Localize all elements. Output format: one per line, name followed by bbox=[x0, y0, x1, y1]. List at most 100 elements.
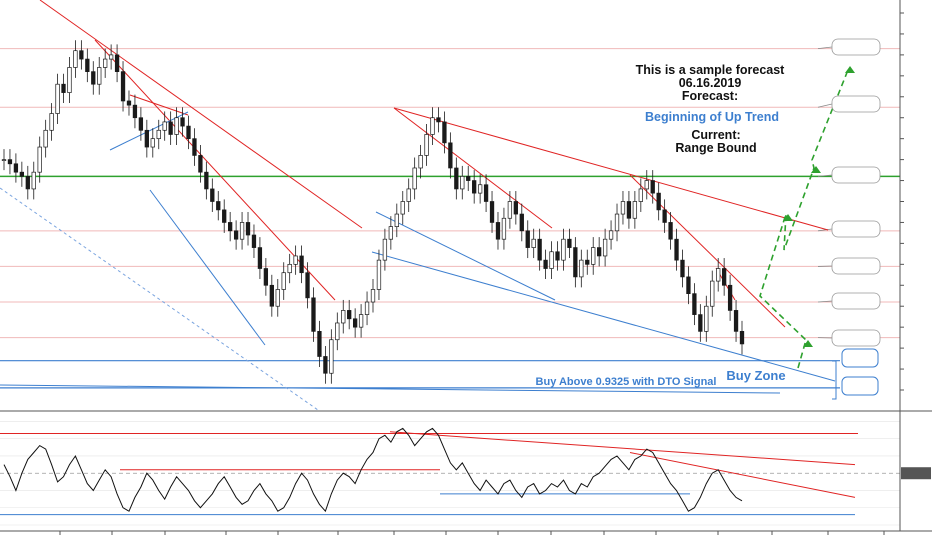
candle-body bbox=[544, 260, 548, 268]
candle-body bbox=[514, 202, 518, 215]
candle-body bbox=[449, 143, 453, 168]
candle-body bbox=[115, 55, 119, 72]
candle-body bbox=[371, 289, 375, 302]
candle-body bbox=[687, 277, 691, 294]
candle-body bbox=[276, 289, 280, 306]
candle-body bbox=[294, 256, 298, 264]
osc-mid-badge bbox=[901, 467, 931, 479]
candle-body bbox=[306, 273, 310, 298]
candle-body bbox=[538, 239, 542, 260]
candle-body bbox=[716, 269, 720, 282]
candle-body bbox=[288, 264, 292, 272]
forecast-heading: Forecast: bbox=[682, 89, 738, 103]
candle-body bbox=[365, 302, 369, 315]
candle-body bbox=[103, 59, 107, 67]
candle-body bbox=[657, 193, 661, 210]
red-trend-line bbox=[95, 40, 335, 300]
osc-red-trend bbox=[390, 432, 855, 465]
candle-body bbox=[633, 202, 637, 219]
candle-body bbox=[621, 202, 625, 215]
current-text: Range Bound bbox=[675, 141, 756, 155]
candle-body bbox=[324, 356, 328, 373]
candle-body bbox=[300, 256, 304, 273]
forecast-box: This is a sample forecast 06.16.2019 For… bbox=[636, 63, 786, 155]
candle-body bbox=[264, 269, 268, 286]
candle-body bbox=[455, 168, 459, 189]
candle-body bbox=[74, 51, 78, 68]
trend-lines bbox=[0, 0, 855, 410]
candle-body bbox=[228, 222, 232, 230]
buy-label-box bbox=[842, 377, 878, 395]
candle-body bbox=[532, 239, 536, 247]
candle-body bbox=[585, 260, 589, 264]
candle-body bbox=[383, 239, 387, 260]
candle-body bbox=[478, 185, 482, 193]
candle-body bbox=[419, 155, 423, 168]
candle-body bbox=[472, 181, 476, 194]
tp-label-box bbox=[832, 167, 880, 183]
candle-body bbox=[121, 72, 125, 101]
candle-body bbox=[407, 189, 411, 202]
candle-body bbox=[699, 315, 703, 332]
candle-body bbox=[175, 118, 179, 135]
candle-body bbox=[139, 118, 143, 131]
candle-body bbox=[347, 310, 351, 318]
candle-body bbox=[639, 189, 643, 202]
candle-body bbox=[526, 231, 530, 248]
candle-body bbox=[615, 214, 619, 231]
candle-body bbox=[591, 248, 595, 265]
candle-body bbox=[62, 84, 66, 92]
candle-body bbox=[44, 130, 48, 147]
candle-body bbox=[413, 168, 417, 189]
candle-body bbox=[574, 248, 578, 277]
candle-body bbox=[56, 84, 60, 113]
price-panel-frame bbox=[0, 0, 900, 411]
candle-body bbox=[728, 285, 732, 310]
candle-body bbox=[603, 239, 607, 256]
candle-body bbox=[693, 294, 697, 315]
candle-body bbox=[722, 269, 726, 286]
candle-body bbox=[127, 101, 131, 105]
candle-body bbox=[508, 202, 512, 219]
candle-body bbox=[157, 130, 161, 138]
candle-body bbox=[216, 202, 220, 210]
buy-zone-label: Buy Zone bbox=[726, 368, 785, 383]
candle-body bbox=[222, 210, 226, 223]
candle-body bbox=[181, 118, 185, 126]
candle-body bbox=[389, 227, 393, 240]
tp-label-box bbox=[832, 39, 880, 55]
red-trend-line bbox=[40, 0, 362, 228]
forecast-arrow-head bbox=[811, 166, 821, 173]
candle-body bbox=[258, 248, 262, 269]
candle-body bbox=[740, 331, 744, 344]
candle-body bbox=[520, 214, 524, 231]
candle-body bbox=[568, 239, 572, 247]
candle-body bbox=[50, 114, 54, 131]
candle-body bbox=[562, 239, 566, 260]
candle-body bbox=[14, 164, 18, 172]
candle-body bbox=[734, 310, 738, 331]
candle-body bbox=[460, 176, 464, 189]
candle-body bbox=[377, 260, 381, 289]
candle-body bbox=[312, 298, 316, 332]
candle-body bbox=[318, 331, 322, 356]
candle-body bbox=[580, 260, 584, 277]
candle-body bbox=[466, 176, 470, 180]
candle-body bbox=[163, 122, 167, 130]
tp-label-box bbox=[832, 96, 880, 112]
buy-label-box bbox=[842, 349, 878, 367]
red-trend-line bbox=[394, 108, 552, 228]
axes bbox=[0, 0, 932, 535]
candle-body bbox=[341, 310, 345, 323]
candle-body bbox=[496, 222, 500, 239]
blue-trend-line bbox=[372, 252, 835, 381]
tp-label-box bbox=[832, 221, 880, 237]
candle-body bbox=[704, 306, 708, 331]
candle-body bbox=[669, 222, 673, 239]
forecast-arrow-head bbox=[845, 66, 855, 73]
tp-label-box bbox=[832, 330, 880, 346]
candle-body bbox=[651, 181, 655, 194]
candle-body bbox=[32, 172, 36, 189]
candle-body bbox=[270, 285, 274, 306]
